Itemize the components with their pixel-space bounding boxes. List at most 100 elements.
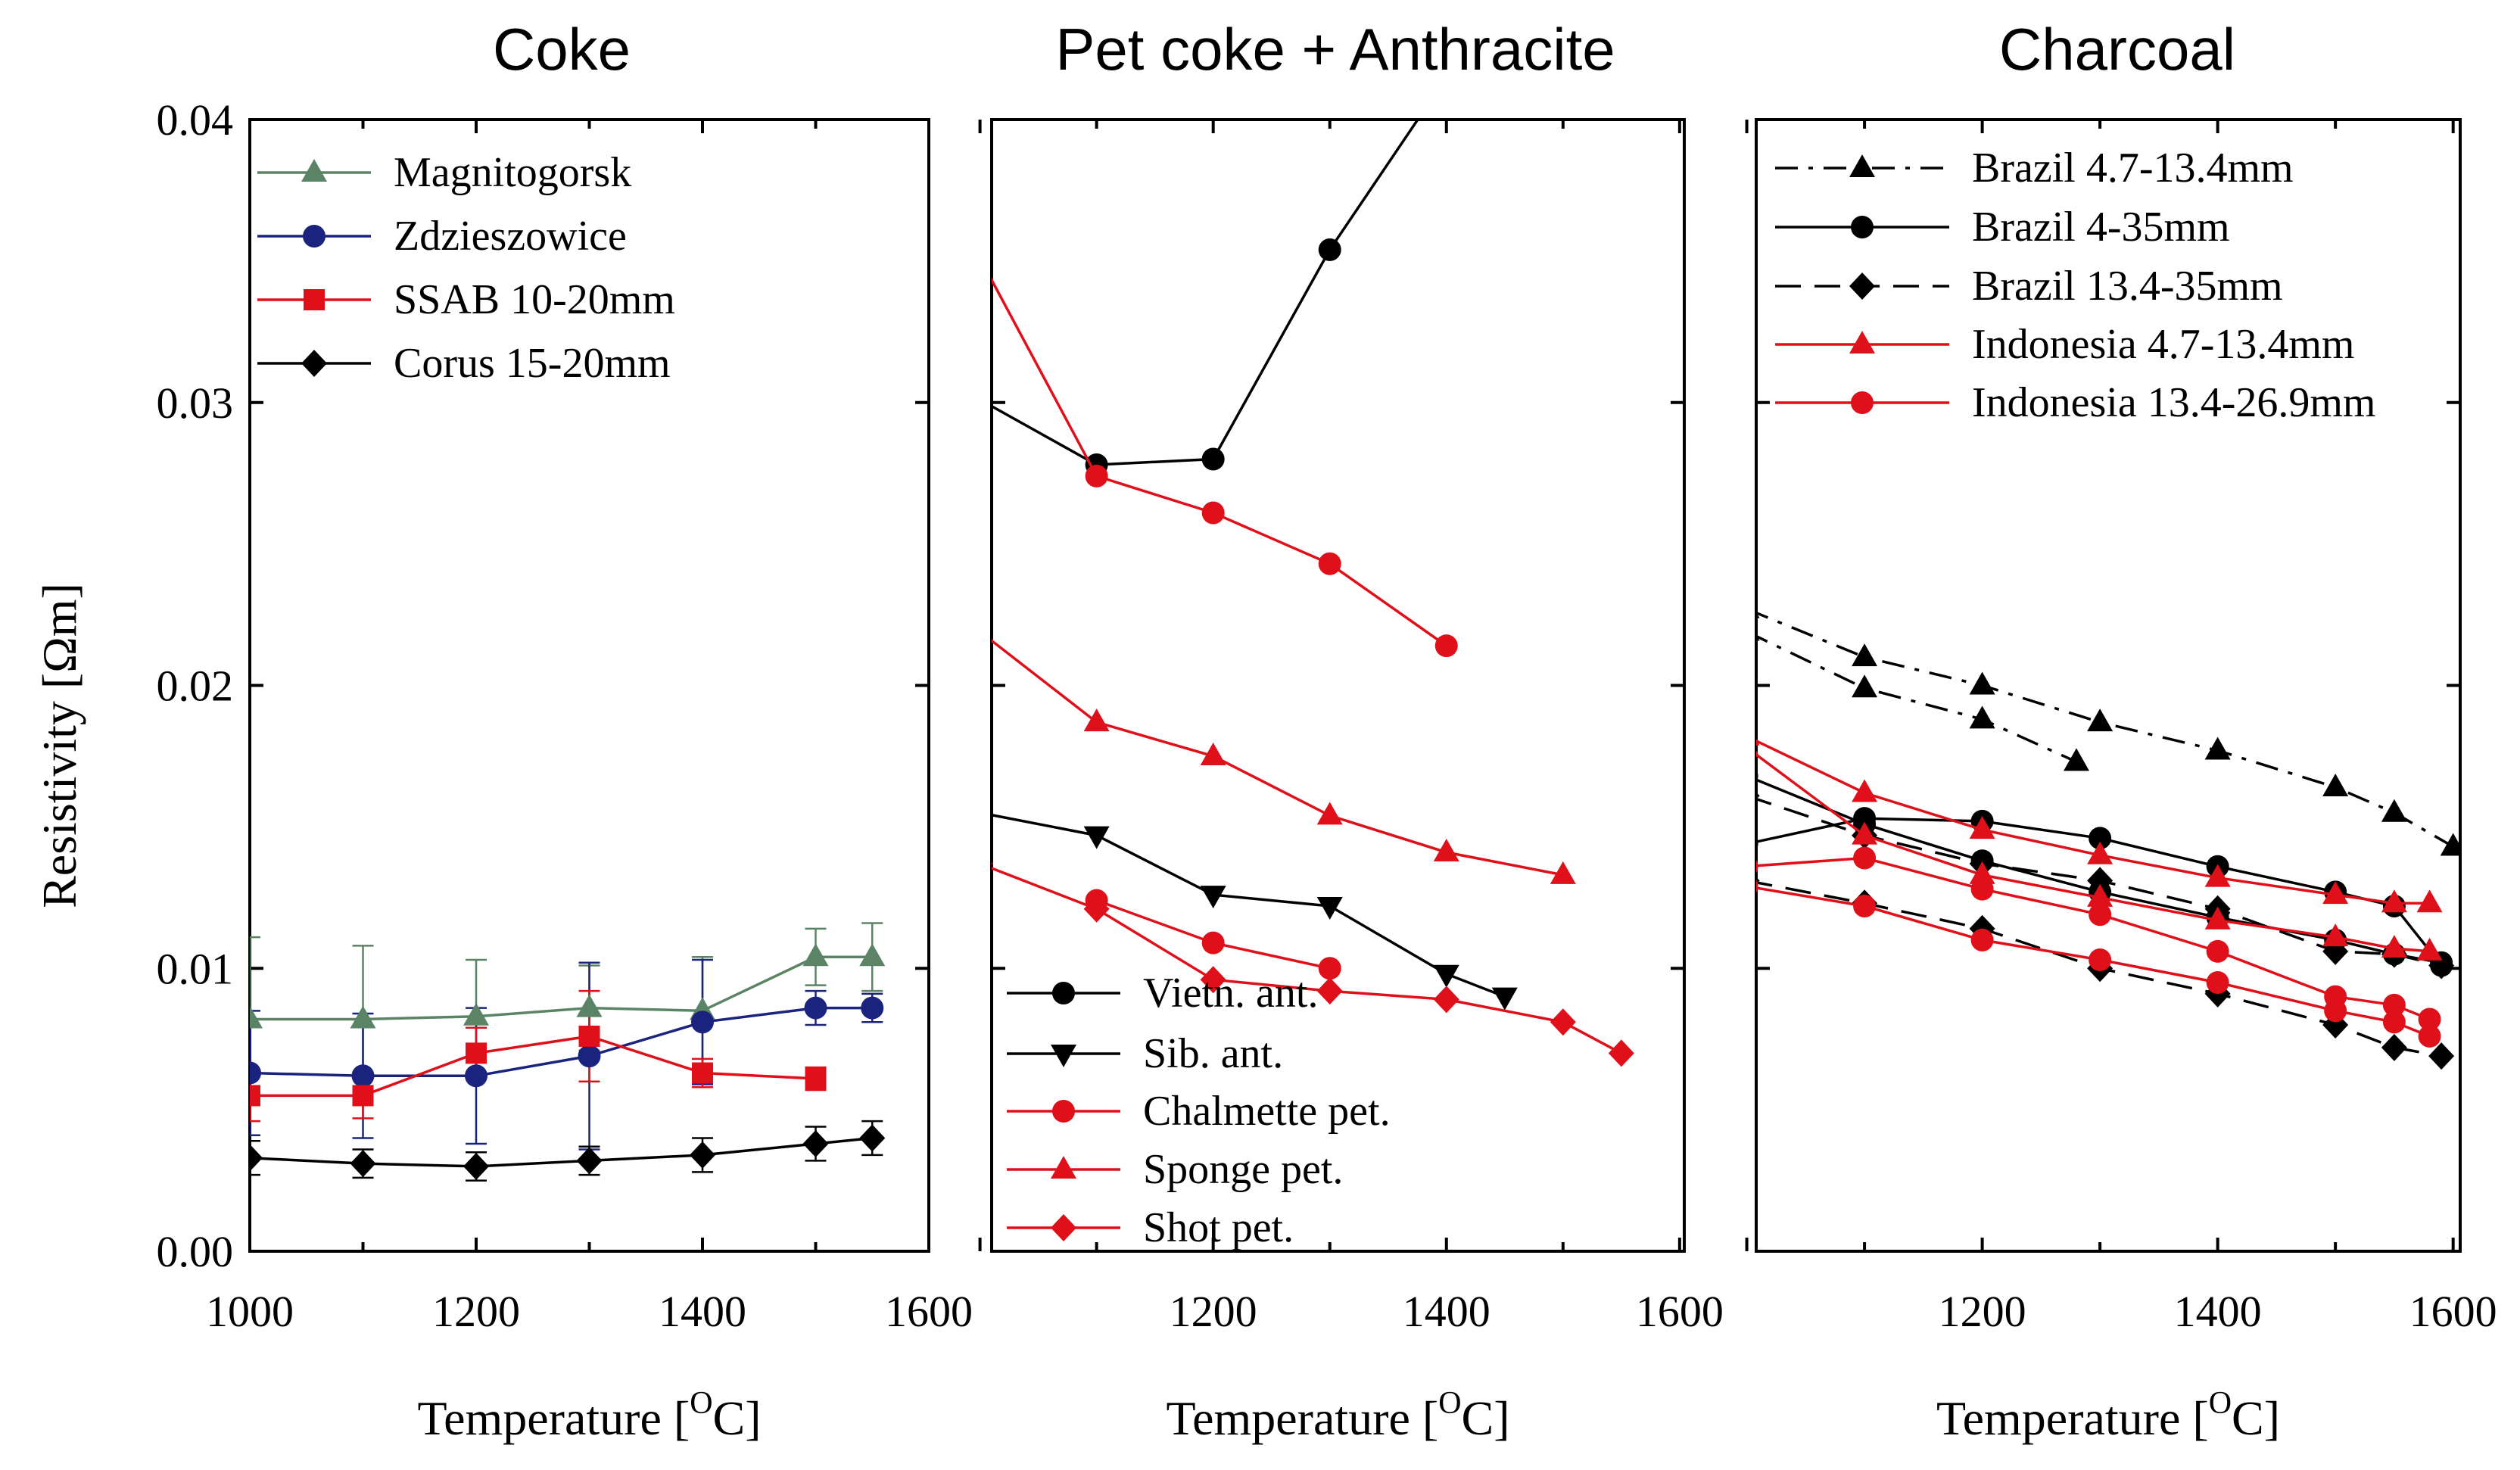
legend-label: Indonesia 13.4-26.9mm	[1972, 379, 2375, 426]
data-point	[2204, 906, 2231, 930]
data-point	[2322, 881, 2349, 905]
panel-2: Pet coke + Anthracite 1200 1400 1600 Tempera…	[969, 16, 1724, 1445]
data-point	[1756, 880, 1758, 893]
x-tick-label: 1600	[2409, 1287, 2497, 1336]
x-axis-title: Temperature [OC]	[1166, 1386, 1509, 1445]
data-point	[2206, 970, 2229, 994]
panel-3: Charcoal 1200 1400 1600 Temperature [OC] Braz…	[1745, 16, 2497, 1445]
panel-1: Coke 0.00 0.01 0.02 0.03 0.04 1000 1200 1400 1600…	[157, 16, 973, 1445]
data-point	[2089, 903, 2112, 927]
series-line	[1756, 611, 2454, 849]
y-axis-title: Resistivity [Ωm]	[33, 583, 86, 908]
data-point	[250, 1005, 263, 1029]
series-line	[992, 813, 1506, 998]
data-point	[576, 994, 603, 1017]
x-axis-title: Temperature [OC]	[417, 1386, 761, 1445]
data-point	[2418, 1008, 2441, 1031]
series-line	[250, 1136, 873, 1168]
y-tick-label: 0.00	[157, 1227, 234, 1276]
series-line	[250, 1035, 816, 1098]
data-point	[250, 1061, 261, 1085]
data-point	[1434, 634, 1458, 658]
data-point	[1853, 846, 1877, 870]
plot-frame	[990, 118, 1686, 1253]
data-point	[859, 1124, 886, 1152]
data-point	[1433, 839, 1459, 862]
legend-marker	[1849, 154, 1875, 177]
data-point	[351, 1064, 375, 1088]
legend-marker	[1051, 1156, 1076, 1179]
data-point	[1756, 612, 1760, 618]
legend-marker	[301, 159, 327, 182]
data-point	[859, 943, 886, 967]
x-tick-label: 1600	[1636, 1287, 1724, 1336]
y-tick-label: 0.02	[157, 662, 234, 711]
legend-label: Sib. ant.	[1143, 1030, 1283, 1077]
series-line	[250, 955, 873, 1021]
x-tick-label: 1000	[206, 1287, 294, 1336]
data-point	[576, 1147, 603, 1175]
x-tick-label: 1200	[1939, 1287, 2026, 1336]
data-point	[1970, 928, 1994, 951]
data-point	[969, 388, 992, 411]
series-group	[969, 120, 1634, 1067]
x-tick-label: 1200	[432, 1287, 520, 1336]
data-point	[1433, 986, 1459, 1014]
data-point	[1200, 966, 1226, 994]
data-point	[2087, 867, 2113, 895]
series-line	[992, 639, 1564, 877]
data-point	[1970, 877, 1994, 901]
data-point	[992, 638, 993, 641]
legend-label: Sponge pet.	[1143, 1146, 1343, 1193]
series-line	[1756, 739, 2430, 905]
data-point	[1756, 792, 1760, 800]
legend-label: Brazil 4.7-13.4mm	[1972, 145, 2294, 192]
data-point	[1318, 552, 1341, 575]
y-tick-label: 0.01	[157, 944, 234, 993]
series-group	[1756, 611, 2460, 1070]
legend-label: Brazil 4-35mm	[1972, 204, 2230, 251]
data-point	[1491, 987, 1518, 1011]
data-point	[1201, 931, 1225, 955]
data-point	[2064, 748, 2090, 771]
y-tick-label: 0.03	[157, 378, 234, 428]
data-point	[2416, 937, 2443, 961]
data-point	[2089, 948, 2112, 972]
data-point	[466, 1042, 487, 1064]
data-point	[2087, 883, 2113, 907]
data-point	[969, 247, 992, 269]
data-point	[1969, 705, 1995, 729]
data-point	[1550, 1008, 1576, 1036]
data-point	[1083, 709, 1110, 732]
series-line	[1756, 634, 2077, 763]
y-axis-title-end: ]	[33, 583, 86, 599]
data-point	[692, 1062, 713, 1084]
data-point	[350, 1150, 376, 1178]
legend-marker	[301, 350, 327, 377]
x-tick-label: 1400	[1403, 1287, 1491, 1336]
data-point	[1756, 837, 1758, 851]
data-point	[2204, 737, 2231, 760]
data-point	[1756, 750, 1760, 757]
data-point	[1969, 861, 1995, 884]
data-point	[1201, 447, 1225, 471]
data-point	[1852, 674, 1878, 698]
legend: Magnitogorsk Zdzieszowice SSAB 10-20mm Coru…	[257, 149, 675, 387]
data-point	[804, 996, 827, 1020]
legend: Brazil 4.7-13.4mm Brazil 4-35mm Brazil 13.…	[1775, 145, 2375, 426]
legend-label: Corus 15-20mm	[394, 340, 671, 387]
y-tick-label: 0.04	[157, 95, 234, 145]
data-point	[1201, 501, 1225, 525]
data-point	[992, 862, 993, 865]
data-point	[463, 1152, 489, 1180]
data-point	[2322, 774, 2349, 797]
data-point	[2204, 864, 2231, 887]
data-point	[992, 803, 993, 806]
panel-title: Charcoal	[1999, 16, 2235, 83]
legend-label: Brazil 13.4-35mm	[1972, 263, 2283, 310]
legend-label: Zdzieszowice	[394, 213, 627, 260]
x-axis-title: Temperature [OC]	[1936, 1386, 2280, 1445]
data-point	[2381, 935, 2407, 958]
data-point	[1318, 957, 1341, 980]
data-point	[2322, 923, 2349, 947]
